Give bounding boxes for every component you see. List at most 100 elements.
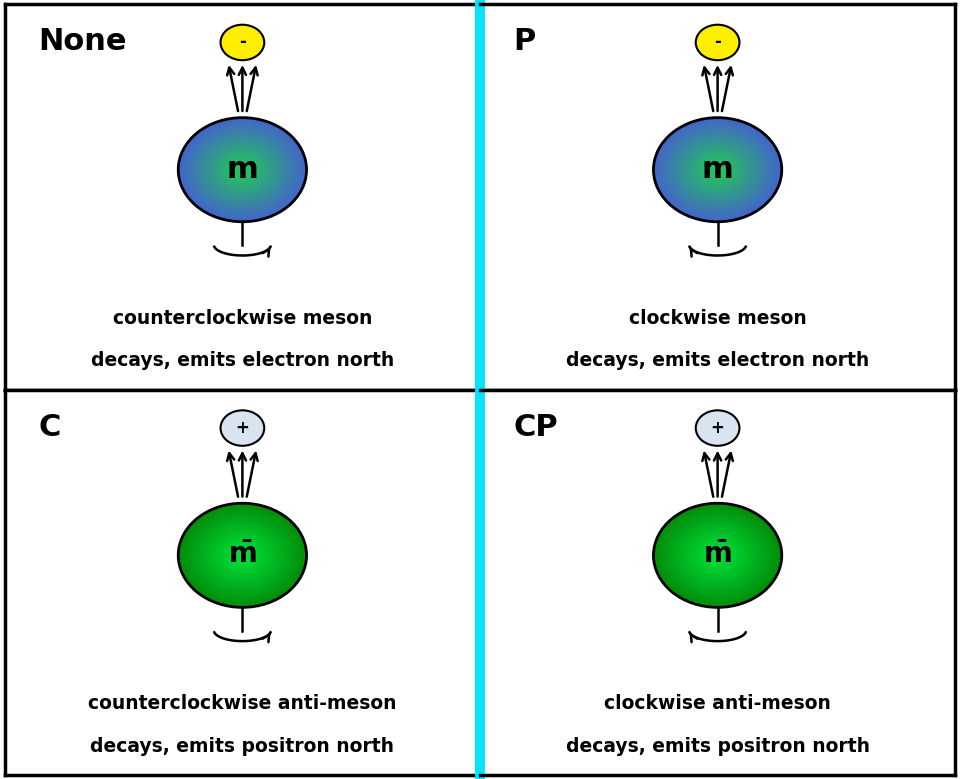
Circle shape <box>182 506 302 604</box>
Circle shape <box>195 517 290 594</box>
Circle shape <box>673 519 762 592</box>
Circle shape <box>180 505 304 605</box>
Circle shape <box>677 137 758 203</box>
Circle shape <box>193 516 292 595</box>
Circle shape <box>204 139 281 201</box>
Circle shape <box>714 553 721 558</box>
Circle shape <box>228 158 256 181</box>
Circle shape <box>206 140 278 199</box>
Text: +: + <box>710 419 725 437</box>
Circle shape <box>700 155 735 185</box>
Circle shape <box>655 504 780 607</box>
Circle shape <box>222 539 263 572</box>
Circle shape <box>194 131 291 209</box>
Text: +: + <box>235 419 250 437</box>
Circle shape <box>217 534 268 576</box>
Circle shape <box>207 527 277 584</box>
Circle shape <box>665 127 770 212</box>
Circle shape <box>218 150 267 189</box>
Circle shape <box>226 156 259 184</box>
Circle shape <box>693 535 742 575</box>
Circle shape <box>677 523 758 588</box>
Circle shape <box>705 159 731 180</box>
Circle shape <box>708 548 728 563</box>
Circle shape <box>208 142 276 197</box>
Circle shape <box>670 517 765 594</box>
Circle shape <box>192 129 293 210</box>
Circle shape <box>235 164 250 176</box>
Circle shape <box>184 123 300 217</box>
Circle shape <box>667 129 768 210</box>
Circle shape <box>192 515 293 596</box>
Circle shape <box>232 162 252 178</box>
Circle shape <box>241 169 244 171</box>
Circle shape <box>207 141 277 199</box>
Circle shape <box>683 527 753 584</box>
Circle shape <box>701 541 734 569</box>
Circle shape <box>690 533 745 578</box>
Circle shape <box>226 541 259 569</box>
Circle shape <box>198 519 287 592</box>
Circle shape <box>667 515 768 596</box>
Text: counterclockwise meson: counterclockwise meson <box>112 308 372 328</box>
Circle shape <box>203 523 282 587</box>
Circle shape <box>221 25 264 60</box>
Circle shape <box>191 513 294 597</box>
Circle shape <box>676 136 759 203</box>
Text: P: P <box>514 27 536 56</box>
Circle shape <box>230 546 254 565</box>
Text: $\mathbf{\bar{m}}$: $\mathbf{\bar{m}}$ <box>228 541 256 569</box>
Circle shape <box>694 536 741 574</box>
Circle shape <box>674 520 761 591</box>
Text: $\mathbf{\bar{m}}$: $\mathbf{\bar{m}}$ <box>704 541 732 569</box>
Circle shape <box>241 555 244 556</box>
Circle shape <box>695 151 740 188</box>
Circle shape <box>213 146 272 193</box>
Circle shape <box>234 548 251 562</box>
Circle shape <box>669 131 766 209</box>
Circle shape <box>227 157 258 183</box>
Circle shape <box>189 512 296 599</box>
Circle shape <box>703 543 732 567</box>
Circle shape <box>660 509 776 602</box>
Circle shape <box>674 134 761 206</box>
Circle shape <box>663 511 772 600</box>
Circle shape <box>696 411 739 446</box>
Circle shape <box>684 142 752 197</box>
Circle shape <box>678 138 757 202</box>
Circle shape <box>684 143 751 196</box>
Circle shape <box>238 552 247 559</box>
Circle shape <box>696 25 739 60</box>
Circle shape <box>187 510 298 601</box>
Circle shape <box>205 525 279 586</box>
Circle shape <box>184 509 300 602</box>
Circle shape <box>223 154 262 185</box>
Circle shape <box>181 120 303 219</box>
Circle shape <box>657 506 779 605</box>
Circle shape <box>190 513 295 597</box>
Circle shape <box>665 513 770 597</box>
Circle shape <box>705 545 731 566</box>
Circle shape <box>188 511 297 600</box>
Circle shape <box>216 148 269 192</box>
Circle shape <box>212 146 273 194</box>
Circle shape <box>193 130 292 210</box>
Circle shape <box>713 552 722 559</box>
Circle shape <box>688 146 747 193</box>
Circle shape <box>666 128 769 211</box>
Circle shape <box>712 165 723 174</box>
Circle shape <box>231 161 253 178</box>
Circle shape <box>706 160 730 179</box>
Circle shape <box>228 544 256 566</box>
Circle shape <box>201 136 284 203</box>
Circle shape <box>201 521 284 589</box>
Circle shape <box>208 527 276 583</box>
Circle shape <box>237 165 248 174</box>
Circle shape <box>240 554 245 557</box>
Circle shape <box>664 126 771 213</box>
Text: -: - <box>714 33 721 51</box>
Text: -: - <box>239 33 246 51</box>
Circle shape <box>197 132 288 207</box>
Circle shape <box>215 147 270 192</box>
Circle shape <box>675 135 760 204</box>
